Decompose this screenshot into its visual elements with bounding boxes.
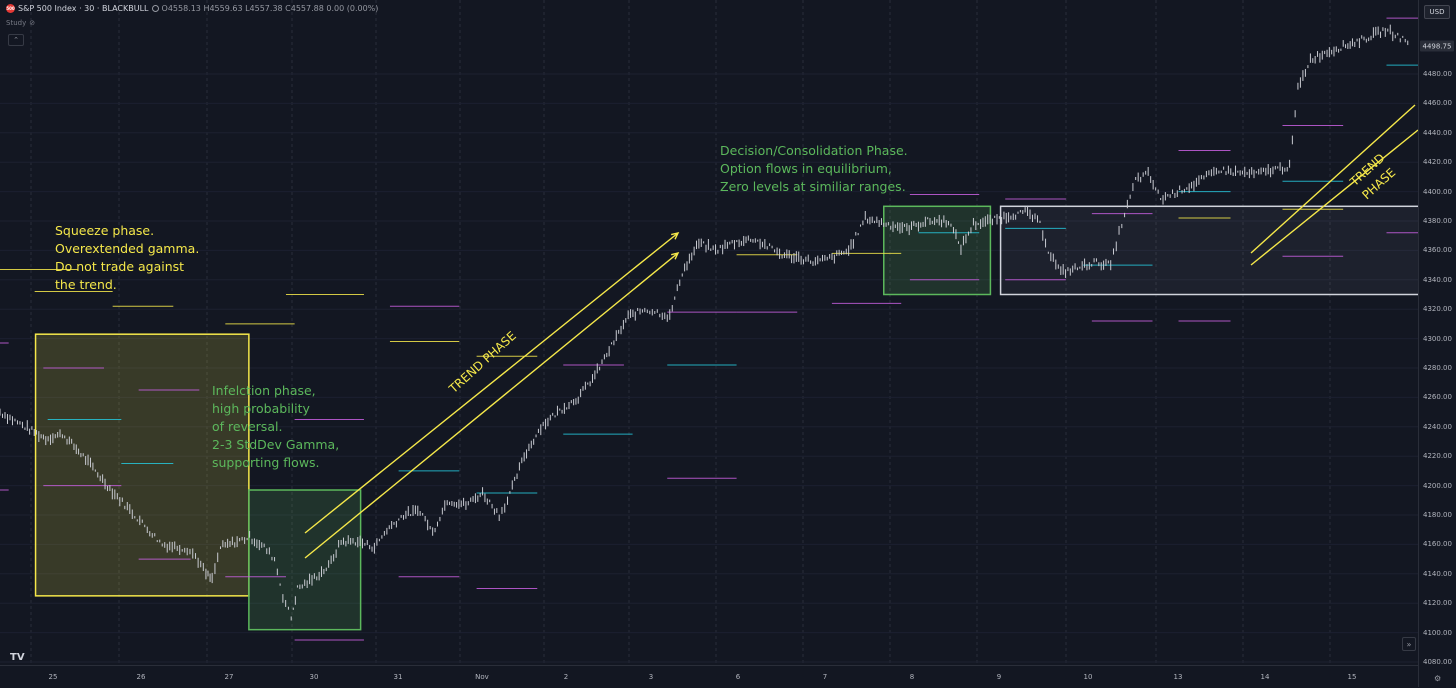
price-tick-label: 4320.00 <box>1423 305 1452 314</box>
price-tick-label: 4080.00 <box>1423 658 1452 666</box>
price-tick-label: 4260.00 <box>1423 393 1452 402</box>
trend-arrow-head <box>671 251 680 260</box>
collapse-legend-button[interactable]: ⌃ <box>8 34 24 46</box>
time-tick-label: 13 <box>1173 673 1183 681</box>
time-tick-label: 6 <box>735 673 741 681</box>
settings-icon[interactable]: ⚙ <box>1434 674 1442 683</box>
time-tick-label: 14 <box>1260 673 1270 681</box>
time-tick-label: 7 <box>822 673 828 681</box>
time-tick-label: 8 <box>909 673 915 681</box>
trend-arrow-line <box>304 232 679 534</box>
time-tick-label: 26 <box>136 673 146 681</box>
time-tick-label: 10 <box>1083 673 1093 681</box>
trend-arrow-line <box>1250 129 1419 266</box>
market-status-icon <box>151 5 159 12</box>
scroll-to-realtime-button[interactable]: » <box>1402 637 1416 651</box>
price-tick-label: 4400.00 <box>1423 187 1452 196</box>
consolidation-zone <box>999 205 1456 296</box>
tradingview-logo[interactable]: TV <box>10 652 25 663</box>
price-tick-label: 4220.00 <box>1423 452 1452 461</box>
last-price-label: 4498.75 <box>1420 40 1454 52</box>
trend-arrows <box>304 104 1419 559</box>
candles <box>0 24 1409 621</box>
inflection-zone <box>248 489 362 631</box>
trend-arrow-head <box>671 231 680 240</box>
symbol-header: 500 S&P 500 Index · 30 · BLACKBULL O4558… <box>6 4 378 13</box>
price-tick-label: 4120.00 <box>1423 599 1452 608</box>
currency-button[interactable]: USD <box>1424 5 1450 19</box>
squeeze-zone <box>34 333 250 597</box>
time-tick-label: 3 <box>648 673 654 681</box>
ohlc-values: O4558.13 H4559.63 L4557.38 C4557.88 0.00… <box>161 4 379 13</box>
price-tick-label: 4380.00 <box>1423 217 1452 225</box>
price-tick-label: 4480.00 <box>1423 70 1452 78</box>
price-tick-label: 4100.00 <box>1423 628 1452 637</box>
price-tick-label: 4340.00 <box>1423 275 1452 284</box>
price-tick-label: 4280.00 <box>1423 364 1452 372</box>
price-tick-label: 4460.00 <box>1423 99 1452 108</box>
time-tick-label: 31 <box>393 673 403 681</box>
price-tick-label: 4240.00 <box>1423 422 1452 431</box>
time-tick-label: 15 <box>1347 673 1357 681</box>
study-legend[interactable]: Study ⊘ <box>6 19 35 27</box>
trend-arrow-line <box>304 252 679 559</box>
grid <box>0 0 1418 665</box>
gamma-levels <box>0 17 1439 641</box>
price-axis[interactable]: 4080.00 4100.00 4120.00 4140.00 4160.00 4180.… <box>1418 0 1456 687</box>
squeeze-annotation: Squeeze phase. Overextended gamma. Do no… <box>55 223 200 292</box>
price-chart[interactable] <box>0 0 1456 665</box>
symbol-title[interactable]: S&P 500 Index · 30 · BLACKBULL <box>18 4 149 13</box>
chart-area[interactable]: 500 S&P 500 Index · 30 · BLACKBULL O4558… <box>0 0 1456 665</box>
inflection-annotation: Infelction phase, high probability of re… <box>212 383 340 470</box>
time-tick-label: 9 <box>996 673 1002 681</box>
price-tick-label: 4440.00 <box>1423 128 1452 137</box>
eye-hidden-icon[interactable]: ⊘ <box>29 19 36 27</box>
price-tick-label: 4360.00 <box>1423 246 1452 255</box>
trend-arrow-line <box>1250 104 1416 254</box>
price-tick-label: 4160.00 <box>1423 540 1452 549</box>
price-tick-label: 4180.00 <box>1423 511 1452 519</box>
price-tick-label: 4300.00 <box>1423 334 1452 343</box>
time-tick-label: 30 <box>309 673 319 681</box>
decision-annotation: Decision/Consolidation Phase. Option flo… <box>720 143 908 194</box>
price-tick-label: 4140.00 <box>1423 569 1452 578</box>
symbol-logo: 500 <box>6 4 15 13</box>
time-tick-label: 27 <box>224 673 234 681</box>
price-tick-label: 4420.00 <box>1423 158 1452 167</box>
time-tick-label: Nov <box>475 673 489 681</box>
price-tick-label: 4200.00 <box>1423 481 1452 490</box>
time-tick-label: 2 <box>563 673 569 681</box>
time-axis[interactable]: 25 26 27 30 31 Nov 2 3 6 7 8 9 10 13 14 15 <box>0 665 1418 688</box>
study-label: Study <box>6 19 27 27</box>
time-tick-label: 25 <box>48 673 58 681</box>
